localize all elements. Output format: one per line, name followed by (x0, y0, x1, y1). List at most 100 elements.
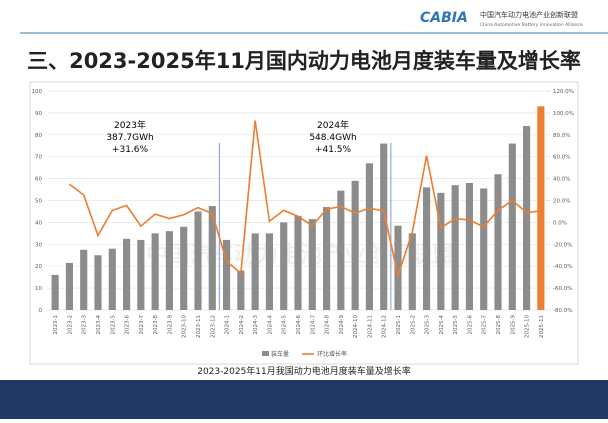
x-tick-label: 2024-7 (310, 315, 316, 335)
bar (65, 262, 73, 310)
x-tick-label: 2023-4 (96, 315, 102, 335)
y2-tick-label: -60.0% (553, 286, 572, 292)
x-tick-label: 2023-3 (82, 315, 88, 335)
bar (408, 233, 416, 310)
footer-bar (0, 380, 608, 419)
x-tick-label: 2025-5 (453, 315, 459, 335)
y2-tick-label: 120.0% (553, 89, 574, 95)
org-en: China Automotive Battery Innovation Alli… (480, 22, 583, 28)
legend-swatch (262, 351, 269, 356)
x-tick-label: 2023-5 (110, 315, 116, 335)
legend-label: 装车量 (271, 350, 289, 358)
y-tick-label: 90 (35, 111, 42, 117)
x-tick-label: 2023-12 (210, 315, 216, 338)
annotation: 2023年 (114, 119, 146, 131)
x-tick-label: 2025-1 (396, 315, 402, 334)
bar (265, 233, 273, 310)
x-tick-label: 2023-9 (167, 315, 173, 335)
y2-tick-label: -80.0% (553, 308, 572, 314)
y-tick-label: 70 (35, 155, 42, 161)
bar (151, 233, 159, 310)
y-tick-label: 20 (35, 264, 42, 270)
x-tick-label: 2024-3 (253, 315, 259, 335)
bar (180, 226, 188, 310)
bar (308, 219, 316, 310)
x-tick-label: 2024-5 (282, 315, 288, 335)
bar (80, 249, 88, 310)
x-tick-label: 2024-12 (382, 315, 388, 338)
bar (165, 231, 173, 310)
bar (537, 106, 545, 310)
x-tick-label: 2023-2 (67, 315, 73, 334)
x-tick-label: 2023-11 (196, 315, 202, 338)
bar (94, 255, 102, 310)
chart-title: 三、2023-2025年11月国内动力电池月度装车量及增长率 (27, 49, 581, 73)
y-tick-label: 40 (35, 220, 42, 226)
x-tick-label: 2023-10 (182, 315, 188, 338)
y2-tick-label: -40.0% (553, 264, 572, 270)
y2-tick-label: 40.0% (553, 177, 570, 183)
bar (365, 163, 373, 310)
bar (223, 239, 231, 310)
org-cn: 中国汽车动力电池产业创新联盟 (480, 10, 578, 19)
legend-label: 环比增长率 (317, 350, 347, 358)
chart-frame (29, 81, 579, 365)
bar (480, 188, 488, 310)
bar (251, 233, 259, 310)
bar (137, 239, 145, 310)
x-tick-label: 2024-6 (296, 315, 302, 335)
x-tick-label: 2025-8 (496, 315, 502, 335)
bar (451, 185, 459, 310)
bar (523, 126, 531, 310)
x-tick-label: 2024-8 (325, 315, 331, 335)
y2-tick-label: 60.0% (553, 155, 570, 161)
bar (494, 174, 502, 310)
bar (208, 205, 216, 310)
annotation: 2024年 (317, 119, 349, 131)
x-tick-label: 2024-10 (353, 315, 359, 338)
x-tick-label: 2025-9 (510, 315, 516, 335)
logo: CABIA (420, 10, 468, 26)
y2-tick-label: -20.0% (553, 242, 572, 248)
x-tick-label: 2023-6 (125, 315, 131, 335)
x-tick-label: 2024-11 (367, 315, 373, 338)
bar (294, 215, 302, 310)
y-tick-label: 10 (35, 286, 42, 292)
bar (351, 180, 359, 310)
bar (51, 274, 59, 310)
x-tick-label: 2025-11 (539, 315, 545, 338)
bar (394, 225, 402, 310)
x-tick-label: 2024-4 (267, 315, 273, 335)
y-tick-label: 60 (35, 177, 42, 183)
y-tick-label: 80 (35, 133, 42, 139)
caption: 2023-2025年11月我国动力电池月度装车量及增长率 (197, 365, 411, 377)
y2-tick-label: 0.0% (553, 220, 567, 226)
x-tick-label: 2025-6 (467, 315, 473, 335)
x-tick-label: 2024-1 (225, 315, 231, 334)
bar (380, 143, 388, 310)
x-tick-label: 2024-9 (339, 315, 345, 335)
x-tick-label: 2024-2 (239, 315, 245, 334)
annotation: +31.6% (112, 145, 149, 155)
y-tick-label: 50 (35, 199, 42, 205)
annotation: 548.4GWh (309, 133, 356, 143)
growth-line (68, 120, 541, 279)
x-tick-label: 2023-1 (53, 315, 59, 334)
y2-tick-label: 80.0% (553, 133, 570, 139)
bar (123, 238, 131, 310)
y-tick-label: 100 (32, 89, 43, 95)
x-tick-label: 2023-8 (153, 315, 159, 335)
bar (465, 182, 473, 310)
y2-tick-label: 100.0% (553, 111, 574, 117)
x-tick-label: 2025-7 (482, 315, 488, 335)
bar (508, 143, 516, 310)
y-tick-label: 0 (39, 308, 43, 314)
annotation: +41.5% (315, 145, 352, 155)
bar (280, 222, 288, 310)
bar (423, 187, 431, 310)
bar (194, 211, 202, 310)
bar (323, 207, 331, 310)
bar (337, 190, 345, 310)
